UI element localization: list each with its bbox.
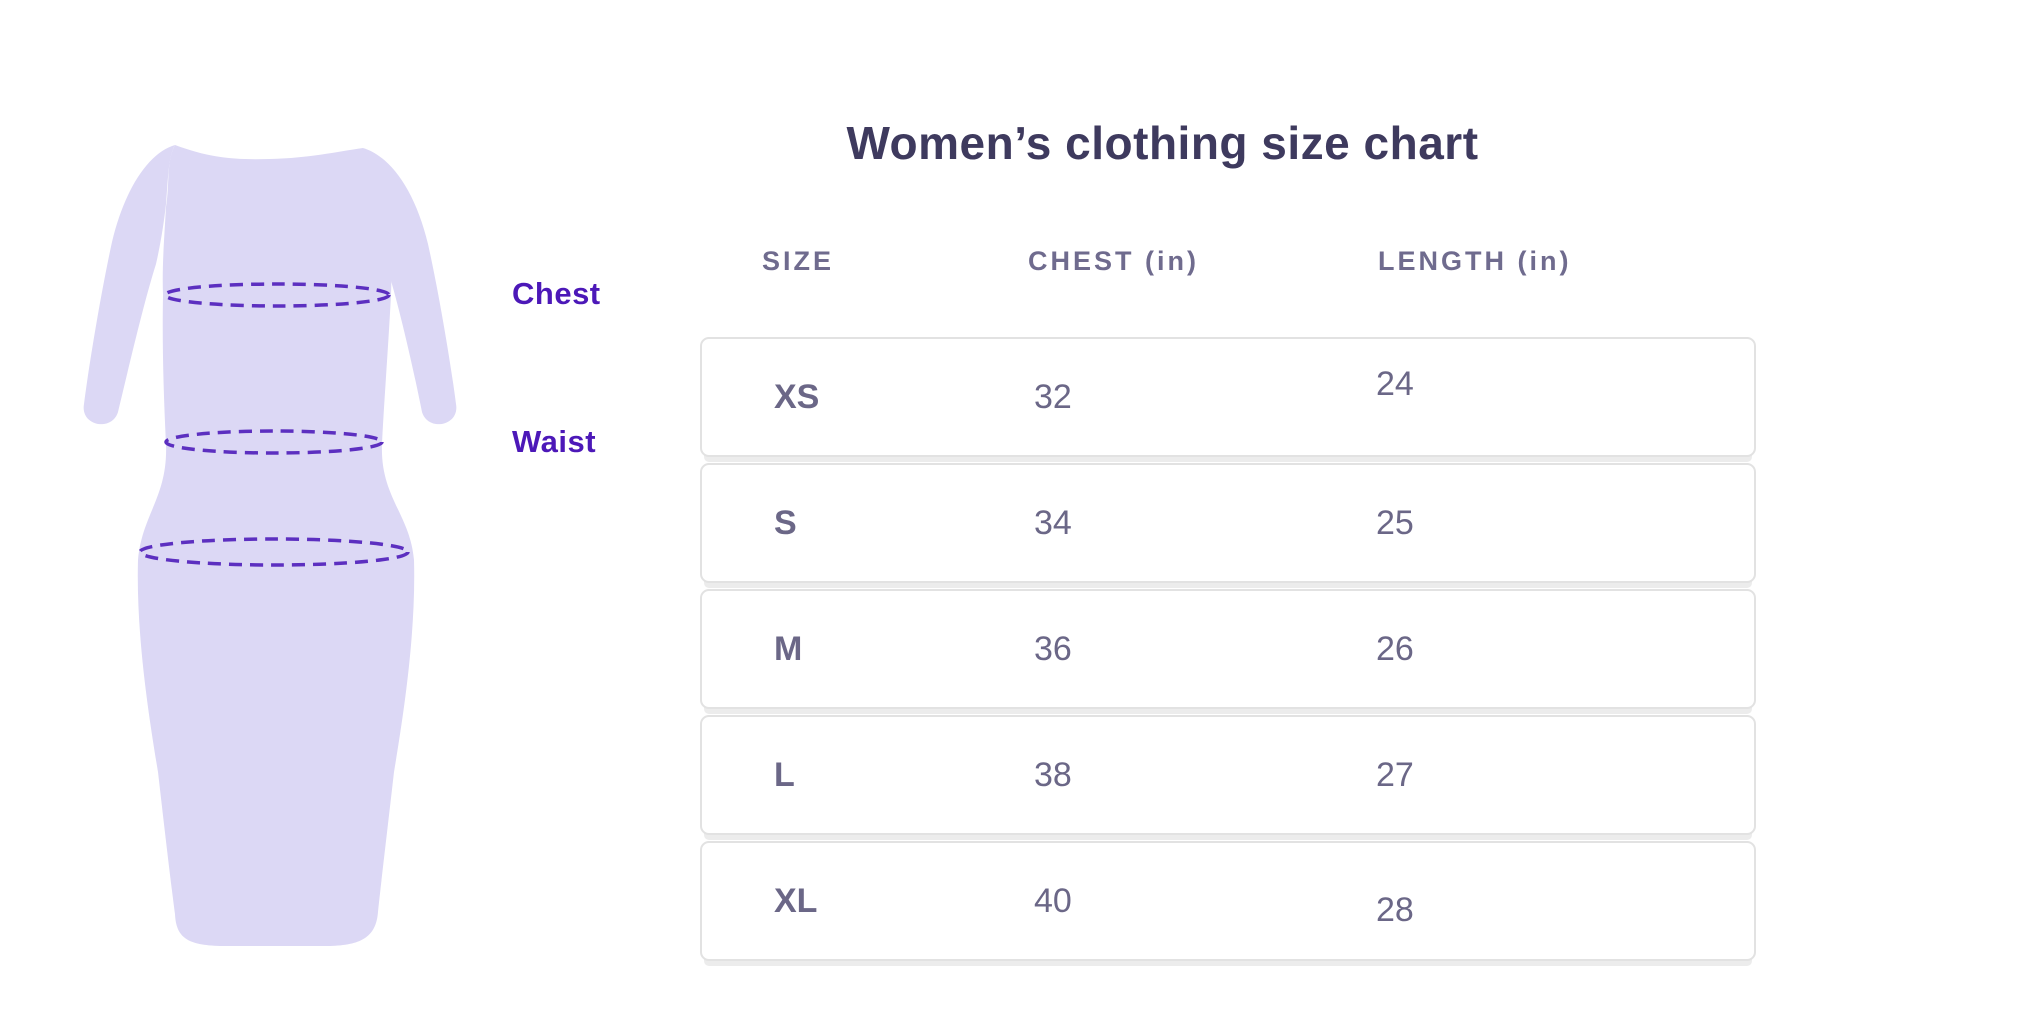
table-row: L 38 27 bbox=[700, 715, 1756, 835]
table-row: M 36 26 bbox=[700, 589, 1756, 709]
chest-measure-label: Chest bbox=[512, 276, 601, 311]
chest-cell: 40 bbox=[1034, 881, 1072, 920]
table-row: XS 32 24 bbox=[700, 337, 1756, 457]
size-cell: L bbox=[774, 755, 795, 794]
chest-cell: 32 bbox=[1034, 377, 1072, 416]
size-cell: M bbox=[774, 629, 803, 668]
length-cell: 24 bbox=[1376, 364, 1414, 403]
chest-cell: 36 bbox=[1034, 629, 1072, 668]
dress-illustration-panel: Chest Waist bbox=[60, 112, 700, 972]
table-row: XL 40 28 bbox=[700, 841, 1756, 961]
waist-measure-label: Waist bbox=[512, 424, 597, 459]
length-cell: 28 bbox=[1376, 890, 1414, 929]
table-header-row: SIZE CHEST (in) LENGTH (in) bbox=[700, 246, 1756, 277]
length-cell: 25 bbox=[1376, 503, 1414, 542]
chest-measure-ellipse bbox=[163, 282, 391, 308]
page-title: Women’s clothing size chart bbox=[846, 117, 1479, 169]
chest-cell: 34 bbox=[1034, 503, 1072, 542]
length-cell: 27 bbox=[1376, 755, 1414, 794]
length-cell: 26 bbox=[1376, 629, 1414, 668]
table-row: S 34 25 bbox=[700, 463, 1756, 583]
size-table: XS 32 24 S 34 25 M 36 26 L 38 27 XL 40 2… bbox=[700, 337, 1756, 967]
size-cell: XS bbox=[774, 377, 820, 416]
dress-illustration bbox=[83, 145, 457, 946]
hip-measure-ellipse bbox=[138, 537, 410, 567]
column-header-chest: CHEST (in) bbox=[1028, 246, 1199, 276]
column-header-size: SIZE bbox=[762, 246, 835, 276]
chest-cell: 38 bbox=[1034, 755, 1072, 794]
size-cell: S bbox=[774, 503, 797, 542]
waist-measure-ellipse bbox=[164, 429, 384, 455]
size-cell: XL bbox=[774, 881, 818, 920]
column-header-length: LENGTH (in) bbox=[1378, 246, 1572, 276]
dress-left-sleeve bbox=[83, 145, 175, 425]
dress-body bbox=[137, 145, 415, 946]
